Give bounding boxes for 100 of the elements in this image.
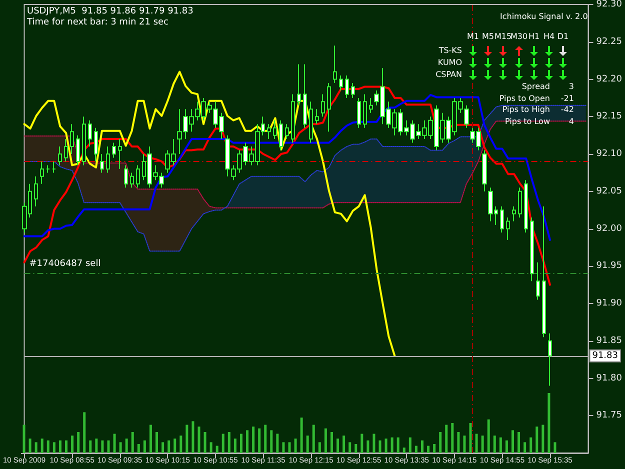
candlestick [530, 217, 534, 282]
bar [210, 442, 212, 453]
candlestick [351, 82, 355, 98]
candlestick [64, 138, 68, 162]
bar [89, 440, 92, 453]
annotation: Pips to Open [498, 94, 550, 104]
bar [186, 424, 188, 453]
bar [463, 436, 466, 453]
candlestick [70, 124, 74, 154]
bar [354, 444, 358, 453]
bar [246, 430, 248, 453]
bar [426, 446, 430, 453]
bar [511, 430, 514, 453]
candlestick [88, 120, 92, 148]
bar [366, 440, 370, 453]
bar [300, 418, 303, 453]
candlestick [124, 164, 128, 188]
bar [228, 432, 230, 453]
bar [372, 434, 376, 453]
bar [143, 440, 146, 453]
bar [270, 430, 273, 453]
line-series [23, 70, 396, 357]
candlestick [536, 262, 540, 300]
annotation: TS-KS [438, 46, 462, 56]
bar [524, 442, 526, 453]
bar [222, 434, 224, 453]
candlestick [345, 75, 349, 98]
bar [336, 438, 339, 453]
candlestick [297, 64, 301, 106]
bar [457, 432, 460, 453]
candlestick [315, 108, 319, 125]
candlestick [518, 187, 522, 218]
annotation: M1 [467, 32, 479, 41]
bar [77, 432, 80, 453]
bar [264, 424, 267, 453]
bar [408, 437, 412, 453]
bar [493, 436, 496, 453]
candlestick [100, 154, 104, 174]
bar [536, 426, 538, 453]
bar [439, 432, 442, 453]
bar [71, 436, 74, 453]
candlestick [279, 120, 283, 151]
candlestick [106, 146, 110, 174]
bar [360, 434, 364, 453]
bar [469, 423, 472, 453]
candlestick [40, 160, 44, 184]
bar [119, 442, 122, 453]
y-tick-label: 92.15 [596, 112, 622, 122]
bar [162, 442, 164, 453]
bar [198, 426, 200, 453]
y-tick-label: 92.30 [596, 0, 622, 10]
candlestick [542, 206, 546, 338]
candlestick [46, 164, 50, 174]
candlestick [118, 138, 122, 170]
annotation: M30 [510, 32, 528, 41]
bar [288, 442, 291, 453]
bar [240, 434, 242, 453]
candlestick [273, 120, 277, 140]
candlestick [309, 101, 313, 144]
bar [378, 440, 382, 453]
bar [83, 412, 86, 453]
y-tick-label: 91.75 [596, 410, 622, 421]
bar [548, 393, 550, 453]
bar [554, 442, 556, 453]
candlestick [267, 124, 271, 140]
bar [451, 423, 454, 453]
candlestick [52, 160, 56, 174]
annotation: Pips to High [501, 105, 550, 115]
annotation: KUMO [436, 58, 462, 68]
bar [276, 434, 279, 453]
bar [34, 442, 38, 453]
bar [445, 424, 448, 453]
bar [131, 432, 134, 453]
candlestick [76, 134, 80, 166]
candlestick [285, 124, 289, 140]
bar [149, 424, 152, 453]
candlestick [303, 64, 307, 128]
candlestick [482, 150, 487, 192]
y-tick-label: 91.90 [596, 298, 622, 308]
annotation: H1 [528, 32, 540, 41]
candlestick [524, 180, 528, 233]
bar [174, 438, 176, 453]
bar [192, 421, 194, 453]
bar [306, 436, 309, 453]
line-series [23, 94, 551, 241]
candlestick [112, 142, 116, 158]
bar [180, 436, 182, 453]
bar [155, 432, 158, 453]
bar [40, 438, 44, 453]
candlestick [58, 146, 62, 166]
annotation: M15 [494, 32, 512, 41]
annotation: -42 [560, 105, 574, 115]
bar [324, 428, 327, 453]
chart-title: USDJPY,M5 91.85 91.86 91.79 91.83 [27, 6, 194, 16]
candlestick [357, 97, 361, 128]
annotation: Spread [520, 82, 550, 92]
candlestick [130, 172, 134, 188]
bar [28, 438, 32, 453]
y-tick-label: 92.20 [596, 74, 622, 84]
bar [22, 424, 26, 453]
